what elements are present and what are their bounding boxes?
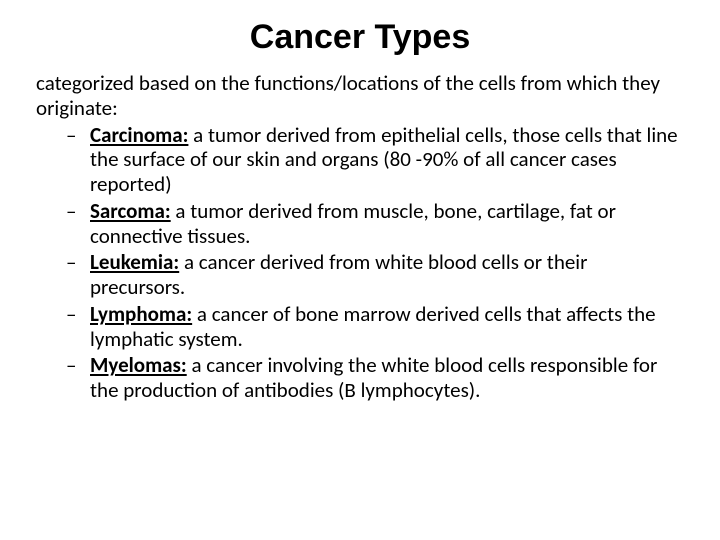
- term-label: Sarcoma:: [90, 198, 171, 224]
- type-list: Carcinoma: a tumor derived from epitheli…: [36, 123, 684, 403]
- list-item: Sarcoma: a tumor derived from muscle, bo…: [90, 199, 684, 249]
- list-item: Leukemia: a cancer derived from white bl…: [90, 250, 684, 300]
- term-label: Myelomas:: [90, 352, 187, 378]
- intro-text: categorized based on the functions/locat…: [36, 71, 684, 121]
- list-item: Lymphoma: a cancer of bone marrow derive…: [90, 302, 684, 352]
- list-item: Myelomas: a cancer involving the white b…: [90, 353, 684, 403]
- slide-title: Cancer Types: [36, 18, 684, 57]
- slide: Cancer Types categorized based on the fu…: [0, 0, 720, 540]
- term-label: Carcinoma:: [90, 122, 188, 148]
- list-item: Carcinoma: a tumor derived from epitheli…: [90, 123, 684, 197]
- term-label: Leukemia:: [90, 249, 179, 275]
- term-label: Lymphoma:: [90, 301, 192, 327]
